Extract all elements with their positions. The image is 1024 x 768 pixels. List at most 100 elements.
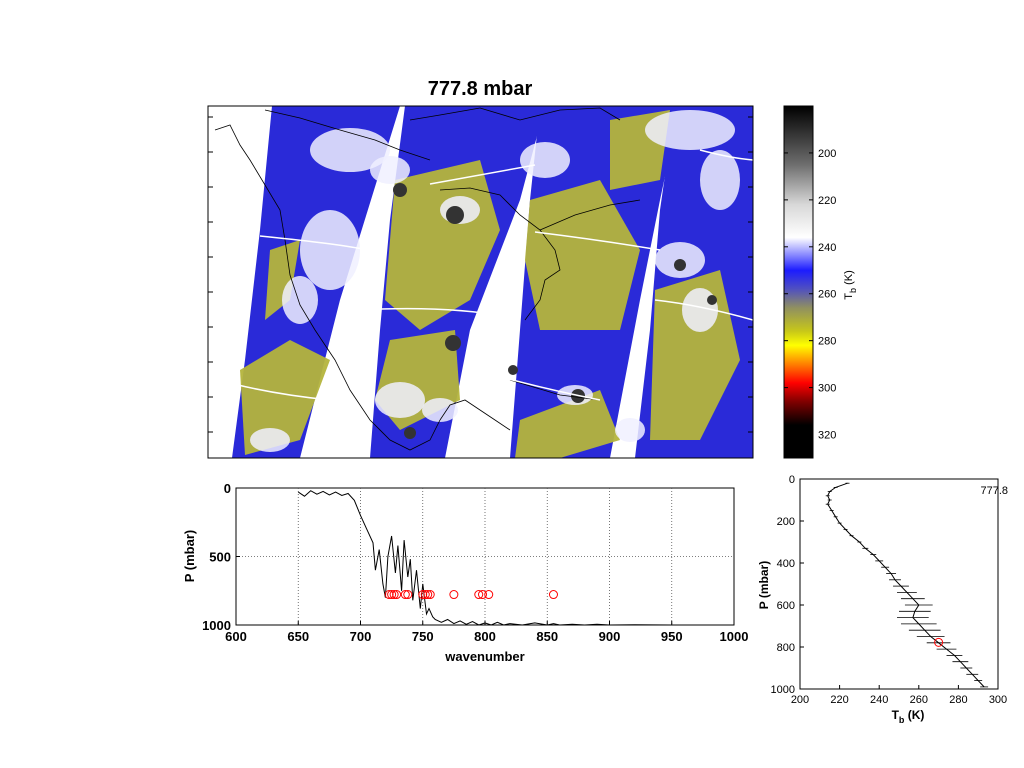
map-warm-region: [265, 240, 300, 320]
x-tick-label: 240: [870, 694, 888, 706]
spectrum-marker: [392, 590, 402, 600]
spectrum-plot-y-ticks: 0 500 1000: [202, 481, 240, 633]
map-cloud: [700, 150, 740, 210]
x-tick-label: 260: [910, 694, 928, 706]
coastline: [439, 399, 511, 431]
map-cloud: [370, 156, 410, 184]
x-tick-label: 200: [791, 694, 809, 706]
map-coastlines: [214, 107, 641, 451]
latitude-line: [237, 384, 331, 401]
latitude-line: [654, 299, 753, 321]
map-warm-region: [515, 390, 620, 458]
x-tick-label: 280: [949, 694, 967, 706]
map-cloud: [282, 276, 318, 324]
map-frame: [207, 105, 754, 459]
coastline: [439, 187, 561, 321]
spectrum-marker: [403, 590, 413, 600]
map-cloud: [250, 428, 290, 452]
colorbar-tick-label: 260: [818, 289, 836, 301]
y-tick-label: 0: [224, 481, 231, 496]
profile-plot-y-ticks: 0 200 400 600 800 1000: [771, 474, 804, 696]
page-title: 777.8 mbar: [428, 78, 533, 100]
colorbar-ticks: 200 220 240 260 280 300 320: [784, 148, 836, 442]
colorbar-tick-label: 200: [818, 148, 836, 160]
spectrum-marker: [425, 590, 435, 600]
spectrum-marker: [474, 590, 484, 600]
map-warm-region: [240, 340, 330, 455]
latitude-line: [534, 231, 661, 251]
map-storm-core: [446, 206, 464, 224]
spectrum-plot-markers: [384, 590, 558, 600]
map-cloud: [422, 398, 458, 422]
latitude-line: [699, 149, 753, 161]
profile-plot-x-ticks: 200 220 240 260 280 300: [791, 685, 1007, 706]
x-tick-label: 650: [287, 629, 309, 644]
map-storm-core: [445, 335, 461, 351]
spectrum-marker: [484, 590, 494, 600]
y-tick-label: 0: [789, 474, 795, 486]
spectrum-plot-grid: [236, 488, 734, 625]
y-tick-label: 1000: [771, 684, 795, 696]
map-cloud: [520, 142, 570, 178]
coastline: [509, 379, 601, 401]
map-storm-core: [707, 295, 717, 305]
spectrum-marker: [387, 590, 397, 600]
map-cloud: [645, 110, 735, 150]
map-cloud: [615, 418, 645, 442]
spectrum-line: [298, 490, 734, 625]
latitude-line: [429, 164, 536, 185]
coastline: [539, 199, 641, 231]
spectrum-marker: [389, 590, 399, 600]
spectrum-marker: [548, 590, 558, 600]
map-latitude-lines: [237, 149, 753, 401]
x-tick-label: 300: [989, 694, 1007, 706]
spectrum-marker: [418, 590, 428, 600]
colorbar-tick-label: 220: [818, 195, 836, 207]
map-storm-core: [508, 365, 518, 375]
colorbar-tick-label: 300: [818, 383, 836, 395]
map-storm-core: [404, 427, 416, 439]
x-tick-label: 700: [350, 629, 372, 644]
x-tick-label: 800: [474, 629, 496, 644]
spectrum-marker: [420, 590, 430, 600]
spectrum-plot: 600 650 700 750 800 850 900 950 1000 0 500 1000 wa…: [182, 481, 748, 664]
spectrum-plot-ylabel: P (mbar): [182, 530, 197, 583]
latitude-line: [357, 307, 516, 319]
y-tick-label: 500: [209, 550, 231, 565]
profile-plot-line: [825, 482, 989, 688]
coastline: [214, 124, 441, 451]
colorbar-label: Tb (K): [843, 270, 858, 299]
coastline: [479, 107, 621, 121]
profile-marker: [934, 637, 944, 647]
y-tick-label: 800: [777, 642, 795, 654]
map-ticks: [208, 116, 753, 433]
spectrum-plot-line: [298, 490, 734, 625]
map-cloud: [300, 210, 360, 290]
x-tick-label: 220: [830, 694, 848, 706]
colorbar-tick-label: 320: [818, 430, 836, 442]
profile-plot-xlabel: Tb (K): [892, 708, 925, 725]
map-swaths: [232, 106, 753, 458]
satellite-map: [207, 105, 754, 459]
coastline: [264, 109, 431, 161]
y-tick-label: 200: [777, 516, 795, 528]
spectrum-marker: [423, 590, 433, 600]
map-warm-region: [525, 180, 640, 330]
spectrum-plot-xlabel: wavenumber: [444, 649, 524, 664]
colorbar: 200 220 240 260 280 300 320 Tb (K): [783, 105, 858, 459]
map-cloud: [375, 382, 425, 418]
profile-plot-annotation: 777.8: [980, 485, 1008, 497]
map-storm-core: [393, 183, 407, 197]
coastline: [409, 107, 481, 121]
y-tick-label: 1000: [202, 618, 231, 633]
x-tick-label: 1000: [720, 629, 749, 644]
latitude-line: [504, 377, 601, 401]
y-tick-label: 600: [777, 600, 795, 612]
x-tick-label: 950: [661, 629, 683, 644]
profile-plot-ylabel: P (mbar): [757, 561, 771, 609]
x-tick-label: 900: [599, 629, 621, 644]
map-storm-core: [674, 259, 686, 271]
colorbar-gradient: [783, 105, 814, 459]
spectrum-marker: [449, 590, 459, 600]
